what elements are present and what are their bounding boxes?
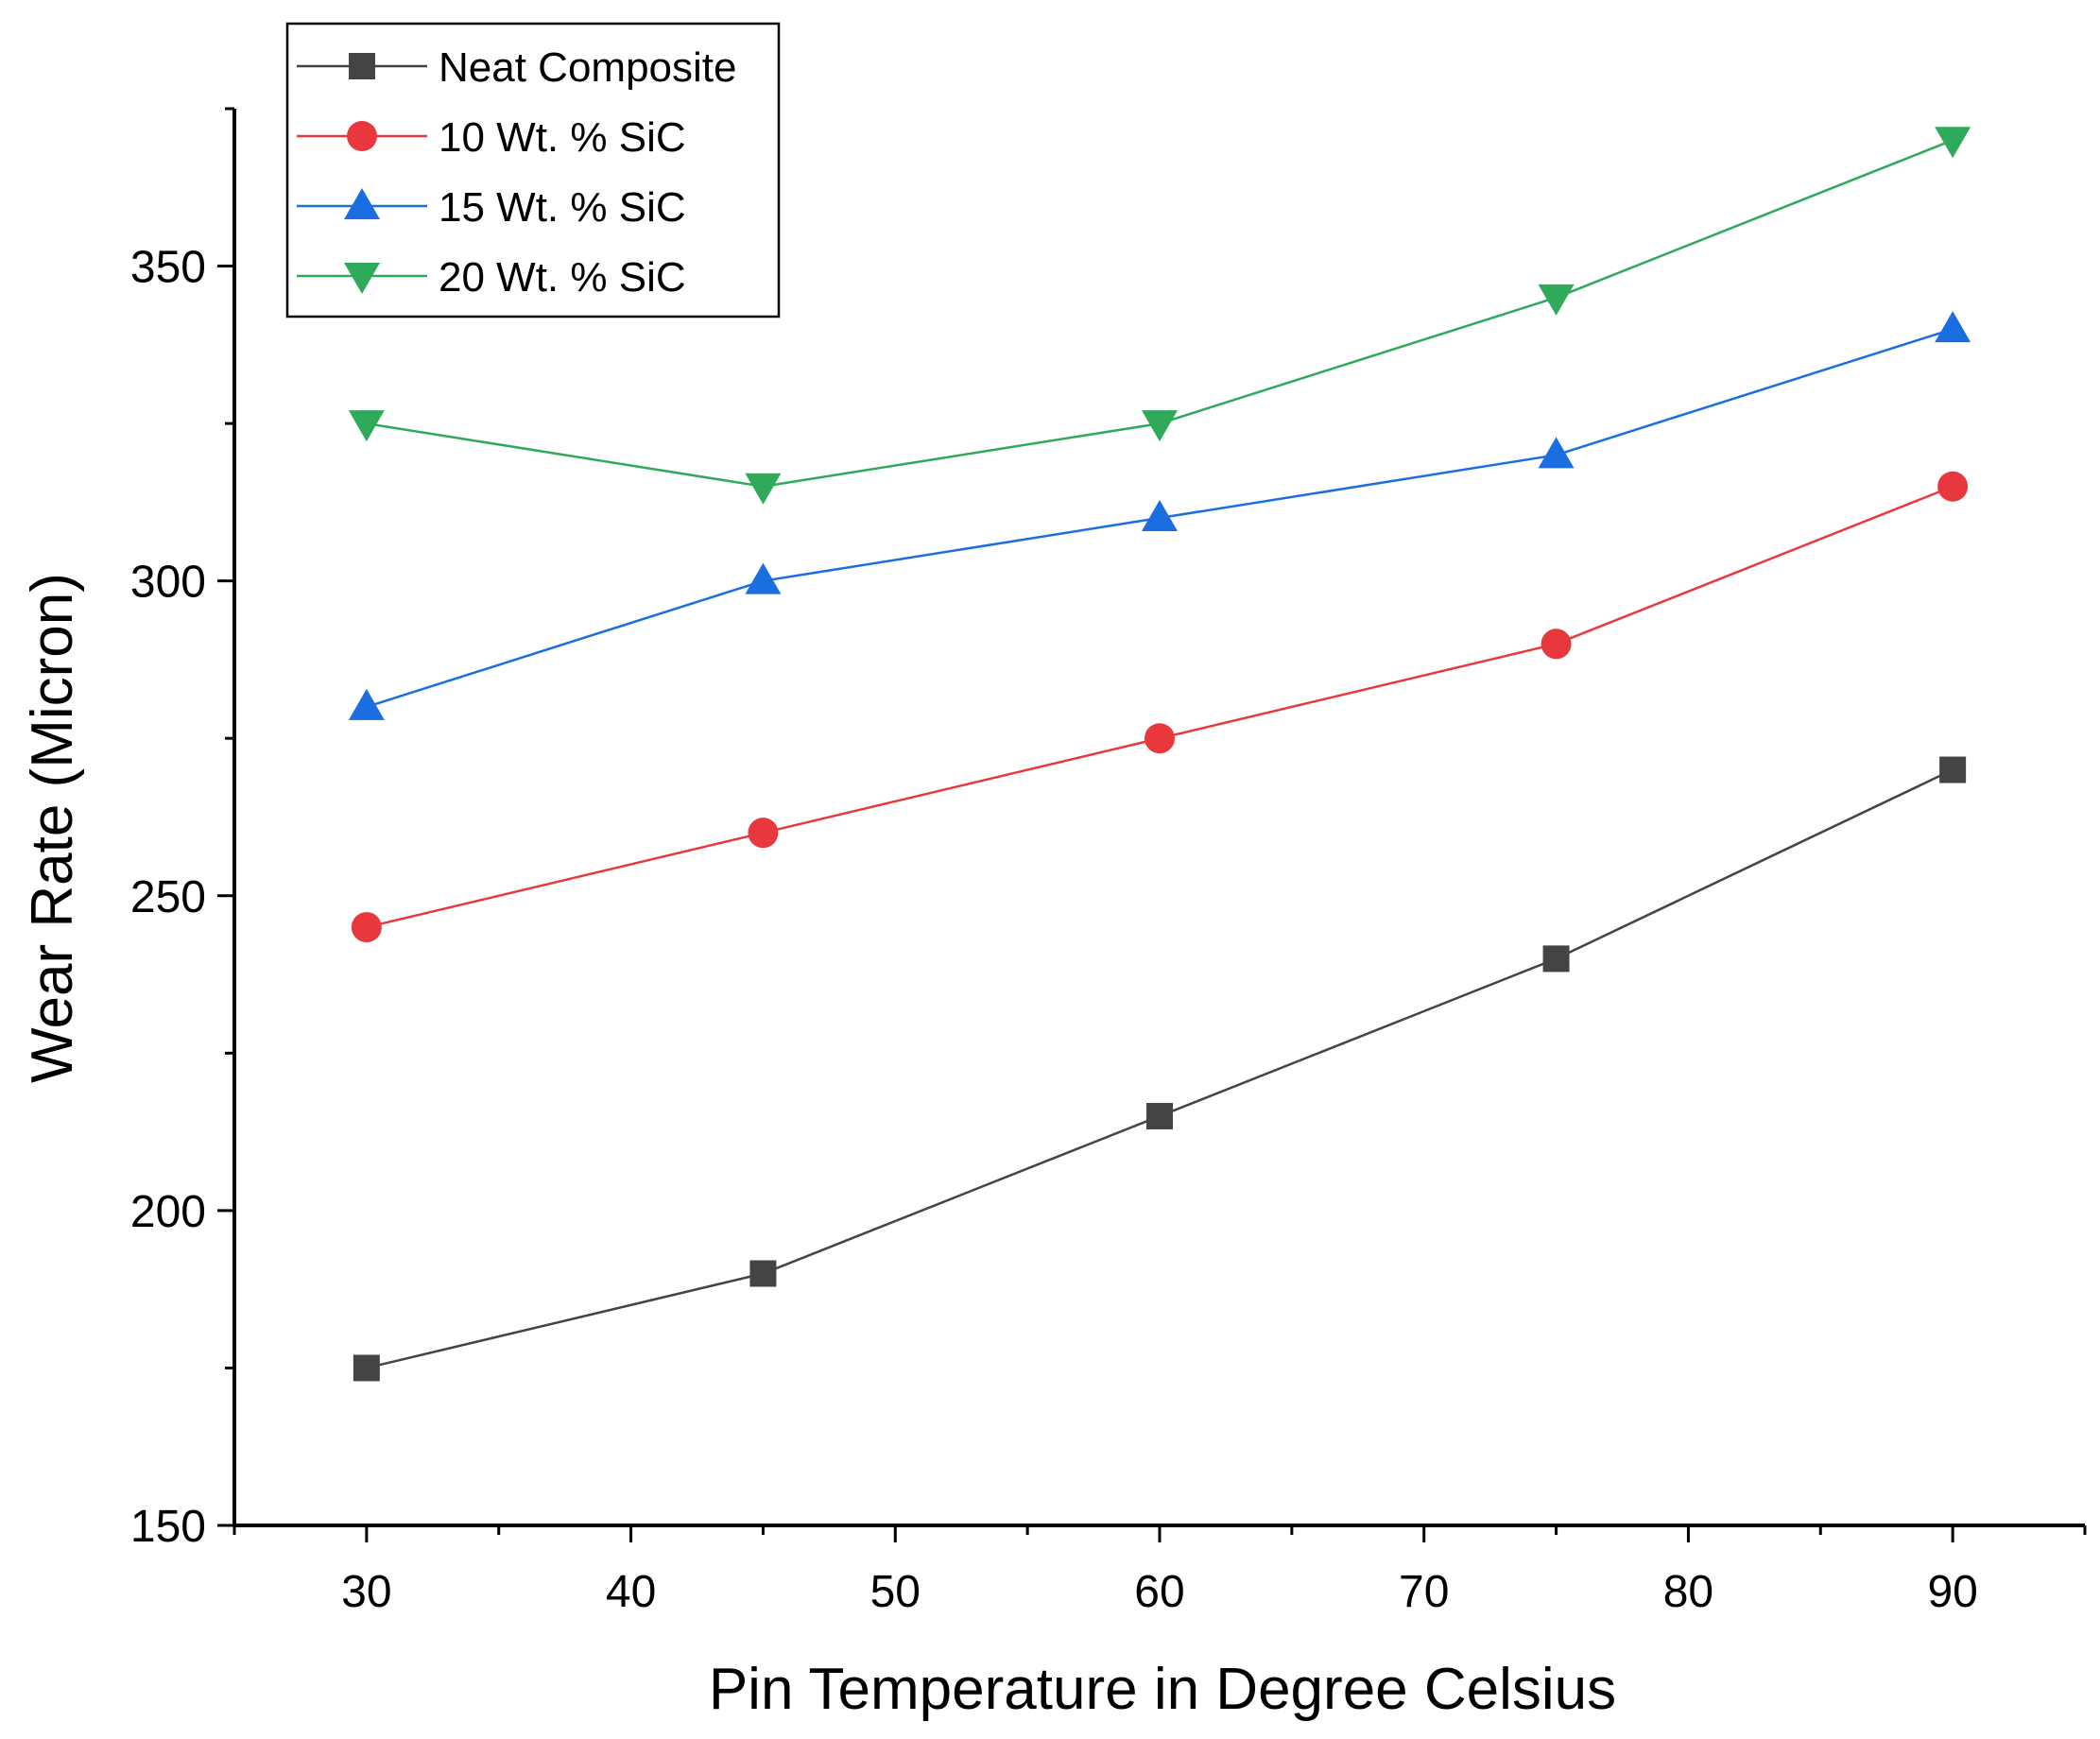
data-point: [1935, 311, 1971, 343]
data-point: [1538, 437, 1575, 469]
data-point: [748, 818, 779, 849]
series-3: [348, 311, 1971, 720]
series-1: [353, 756, 1967, 1382]
x-tick-label: 50: [870, 1567, 921, 1617]
x-tick-label: 70: [1399, 1567, 1449, 1617]
data-point: [348, 688, 385, 720]
x-tick-label: 90: [1927, 1567, 1977, 1617]
data-point: [1939, 756, 1967, 783]
legend-item: Neat Composite: [297, 44, 736, 91]
legend-marker: [349, 53, 375, 79]
y-tick-label: 250: [130, 872, 206, 922]
axes: 30 40 50 60 70 80 90 150 200 250 300 350: [130, 107, 2087, 1617]
legend: Neat Composite 10 Wt. % SiC 15 Wt. % SiC 20…: [285, 22, 781, 319]
data-point: [1142, 410, 1178, 442]
legend-item: 10 Wt. % SiC: [297, 114, 686, 161]
data-point: [1538, 284, 1575, 316]
legend-label: 10 Wt. % SiC: [439, 114, 686, 161]
series-line: [366, 768, 1954, 1369]
x-tick-label: 60: [1134, 1567, 1184, 1617]
legend-label: 20 Wt. % SiC: [439, 254, 686, 301]
y-axis-title: Wear Rate (Micron): [20, 573, 85, 1083]
series-2: [351, 471, 1969, 943]
legend-item: 20 Wt. % SiC: [297, 254, 686, 301]
legend-label: Neat Composite: [439, 44, 736, 91]
y-tick-label: 150: [130, 1502, 206, 1552]
legend-label: 15 Wt. % SiC: [439, 184, 686, 231]
data-point: [1541, 628, 1572, 660]
y-tick-label: 350: [130, 243, 206, 293]
data-point: [1142, 500, 1178, 532]
data-point: [353, 1354, 380, 1382]
data-point: [1146, 1102, 1173, 1129]
data-point: [348, 410, 385, 442]
legend-marker: [344, 188, 380, 219]
x-axis-title: Pin Temperature in Degree Celsius: [709, 1657, 1616, 1722]
data-point: [749, 1260, 777, 1287]
data-point: [351, 912, 382, 943]
data-point: [1935, 127, 1971, 159]
x-tick-label: 80: [1663, 1567, 1713, 1617]
x-tick-label: 40: [606, 1567, 656, 1617]
x-tick-label: 30: [341, 1567, 391, 1617]
series-line: [366, 485, 1954, 929]
legend-marker: [347, 121, 377, 151]
legend-item: 15 Wt. % SiC: [297, 184, 686, 231]
plot-area: [348, 127, 1971, 1382]
y-tick-label: 200: [130, 1187, 206, 1237]
legend-marker: [344, 263, 380, 294]
data-point: [745, 562, 782, 594]
y-tick-label: 300: [130, 558, 206, 608]
data-point: [1145, 723, 1175, 754]
data-point: [1542, 945, 1570, 973]
data-point: [1937, 471, 1969, 502]
data-point: [745, 473, 782, 505]
series-4: [348, 127, 1971, 505]
